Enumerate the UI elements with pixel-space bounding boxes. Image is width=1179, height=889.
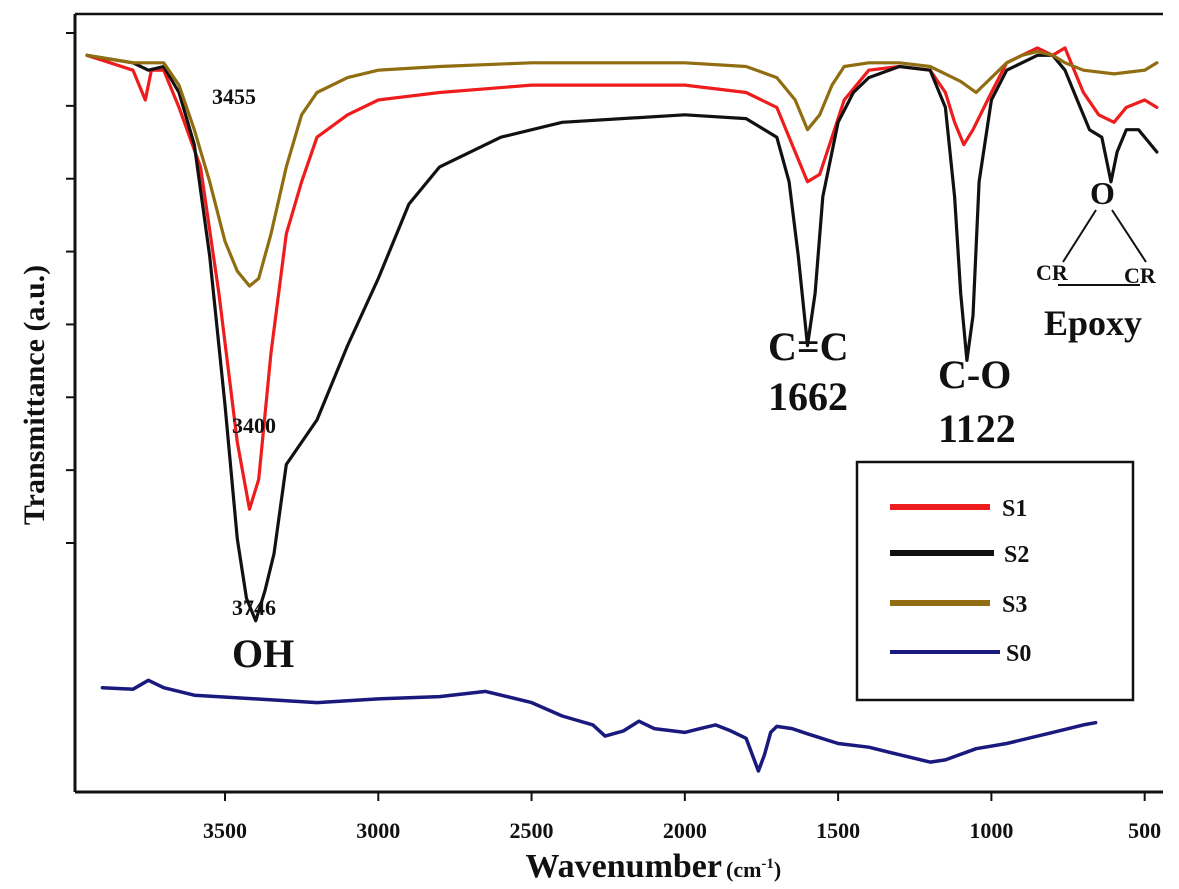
annotation-3746: 3746 xyxy=(232,595,276,620)
x-tick-label: 3500 xyxy=(203,818,247,843)
x-tick-label: 2500 xyxy=(510,818,554,843)
x-tick-label: 1500 xyxy=(816,818,860,843)
annotation-oh: OH xyxy=(232,631,294,676)
x-tick-label: 2000 xyxy=(663,818,707,843)
y-ticks xyxy=(66,32,75,544)
epoxy-oxygen-label: O xyxy=(1090,175,1115,211)
x-ticks: 3500 3000 2500 2000 1500 1000 500 xyxy=(203,792,1161,843)
epoxy-cr-left: CR xyxy=(1036,260,1069,285)
annotation-cc-name: C=C xyxy=(768,324,849,369)
series-line-s0 xyxy=(100,678,1098,773)
legend-label-s3: S3 xyxy=(1002,592,1027,618)
legend-label-s2: S2 xyxy=(1004,542,1029,568)
legend-box xyxy=(855,460,1135,702)
x-tick-label: 3000 xyxy=(356,818,400,843)
epoxy-cr-right: CR xyxy=(1124,263,1157,288)
x-tick-label: 500 xyxy=(1128,818,1161,843)
series-line-s3 xyxy=(85,50,1159,288)
annotation-co-name: C-O xyxy=(938,352,1011,397)
legend-label-s1: S1 xyxy=(1002,496,1027,522)
epoxy-bond-left xyxy=(1062,209,1097,263)
annotation-3455: 3455 xyxy=(212,84,256,109)
legend-label-s0: S0 xyxy=(1006,641,1031,667)
epoxy-label: Epoxy xyxy=(1044,303,1142,343)
y-axis-title: Transmittance (a.u.) xyxy=(18,265,51,525)
x-tick-label: 1000 xyxy=(969,818,1013,843)
legend: S1 S2 S3 S0 xyxy=(855,460,1135,702)
epoxy-structure: O CR CR Epoxy xyxy=(1036,175,1157,343)
annotation-3400: 3400 xyxy=(232,413,276,438)
x-axis-unit-close: ) xyxy=(774,857,781,882)
x-axis-title: Wavenumber xyxy=(526,848,722,885)
x-axis-title-main: Wavenumber xyxy=(526,848,722,885)
epoxy-bond-right xyxy=(1111,209,1147,263)
x-axis-unit: (cm-1) xyxy=(726,856,781,882)
x-axis-unit-sup: -1 xyxy=(761,856,774,872)
x-axis-unit-open: (cm xyxy=(726,857,761,882)
annotation-co-value: 1122 xyxy=(938,406,1016,451)
series-line-s2 xyxy=(85,53,1159,623)
annotation-cc-value: 1662 xyxy=(768,374,848,419)
series-line-s1 xyxy=(85,46,1159,511)
series-layer xyxy=(85,46,1159,773)
